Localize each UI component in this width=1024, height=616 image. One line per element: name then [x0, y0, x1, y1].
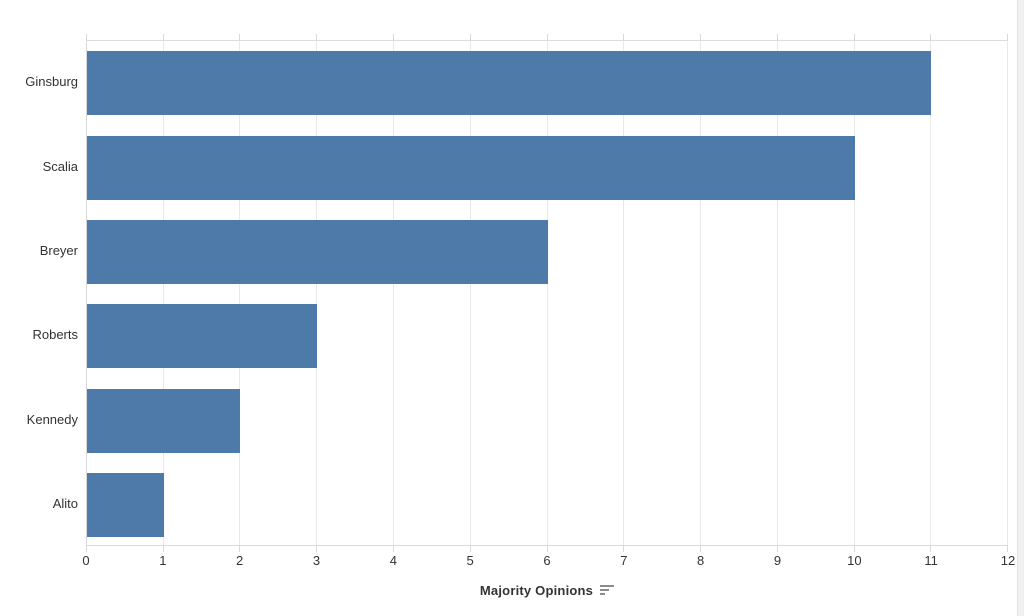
axis-tick-top-1: [162, 34, 164, 40]
gridline-x-7: [623, 41, 625, 545]
y-axis-category-labels: Ginsburg Scalia Breyer Roberts Kennedy Alito: [0, 40, 78, 546]
axis-tick-top-11: [930, 34, 932, 40]
axis-tick-bottom-2: [239, 546, 241, 552]
category-label-scalia[interactable]: Scalia: [42, 158, 78, 174]
gridline-x-1: [162, 41, 164, 545]
x-tick-label-5: 5: [466, 553, 474, 568]
x-axis-title-row: Majority Opinions: [86, 581, 1008, 599]
axis-tick-top-4: [392, 34, 394, 40]
axis-tick-top-10: [853, 34, 855, 40]
axis-tick-top-7: [623, 34, 625, 40]
bar-ginsburg[interactable]: [87, 51, 932, 116]
x-tick-label-2: 2: [236, 553, 244, 568]
category-label-breyer[interactable]: Breyer: [39, 242, 78, 258]
axis-tick-top-5: [469, 34, 471, 40]
x-tick-label-7: 7: [620, 553, 628, 568]
axis-tick-bottom-1: [162, 546, 164, 552]
gridline-x-11: [930, 41, 932, 545]
bar-kennedy[interactable]: [87, 388, 241, 453]
gridline-x-5: [469, 41, 471, 545]
x-tick-label-9: 9: [773, 553, 782, 568]
axis-tick-bottom-4: [392, 546, 394, 552]
axis-tick-bottom-8: [699, 546, 701, 552]
gridline-x-2: [239, 41, 241, 545]
gridline-x-3: [316, 41, 318, 545]
x-tick-label-0: 0: [82, 553, 90, 568]
axis-tick-top-12: [1007, 34, 1008, 40]
bar-scalia[interactable]: [87, 135, 855, 200]
axis-tick-bottom-12: [1007, 546, 1008, 552]
x-tick-label-11: 11: [924, 553, 938, 568]
plot-area: [86, 34, 1008, 552]
axis-tick-top-8: [699, 34, 701, 40]
x-tick-label-6: 6: [543, 553, 551, 568]
category-label-ginsburg[interactable]: Ginsburg: [25, 74, 78, 90]
x-tick-label-12: 12: [1000, 553, 1016, 568]
axis-tick-top-2: [239, 34, 241, 40]
x-tick-label-8: 8: [697, 553, 705, 568]
gridline-x-10: [853, 41, 855, 545]
x-tick-label-3: 3: [312, 553, 321, 568]
axis-tick-bottom-10: [853, 546, 855, 552]
axis-tick-top-9: [776, 34, 778, 40]
category-label-kennedy[interactable]: Kennedy: [26, 411, 78, 427]
bar-breyer[interactable]: [87, 219, 548, 284]
axis-tick-bottom-9: [776, 546, 778, 552]
axis-tick-bottom-5: [469, 546, 471, 552]
gridline-x-8: [699, 41, 701, 545]
x-axis-tick-labels: 0 1 2 3 4 5 6 7 8 9 10 11 12: [82, 553, 1015, 569]
bar-roberts[interactable]: [87, 304, 318, 369]
x-tick-label-10: 10: [847, 553, 862, 568]
gridline-x-12: [1007, 41, 1008, 545]
axis-tick-bottom-6: [546, 546, 548, 552]
right-edge-gutter: [1017, 0, 1024, 616]
axis-tick-bottom-0: [86, 546, 87, 552]
category-label-alito[interactable]: Alito: [52, 495, 78, 511]
sort-descending-icon[interactable]: [600, 585, 615, 595]
gridline-x-4: [392, 41, 394, 545]
axis-tick-bottom-11: [930, 546, 932, 552]
x-tick-label-1: 1: [159, 553, 167, 568]
gridline-x-9: [776, 41, 778, 545]
x-tick-label-4: 4: [389, 553, 397, 568]
axis-tick-top-0: [86, 34, 87, 40]
axis-tick-bottom-3: [316, 546, 318, 552]
axis-tick-top-3: [316, 34, 318, 40]
axis-tick-bottom-7: [623, 546, 625, 552]
gridline-x-6: [546, 41, 548, 545]
x-axis-title: Majority Opinions: [479, 582, 594, 598]
category-label-roberts[interactable]: Roberts: [32, 327, 78, 343]
axis-tick-top-6: [546, 34, 548, 40]
bar-alito[interactable]: [87, 472, 164, 537]
